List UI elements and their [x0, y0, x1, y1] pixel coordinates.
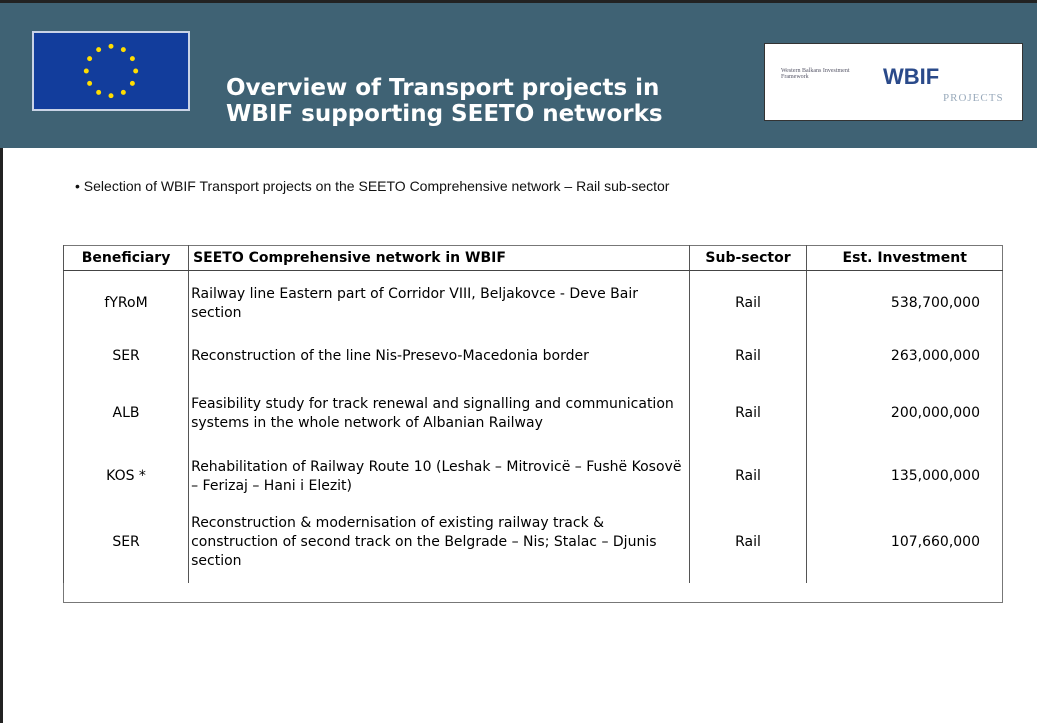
star: [120, 89, 126, 95]
table-row: SER Reconstruction of the line Nis-Presev…: [62, 336, 1003, 377]
table-row: SER Reconstruction & modernisation of exi…: [62, 502, 1003, 583]
bullet: • Selection of WBIF Transport projects o…: [75, 178, 670, 194]
logo-sub-text: PROJECTS: [943, 92, 1004, 104]
table-cell: SER: [62, 336, 189, 377]
logo-small-text: Western Balkans Investment Framework: [781, 68, 850, 80]
table-cell: Reconstruction & modernisation of existi…: [188, 502, 690, 583]
logo: Western Balkans Investment Framework WBI…: [764, 43, 1023, 121]
table-cell: Rehabilitation of Railway Route 10 (Lesh…: [188, 450, 690, 503]
star: [96, 47, 102, 53]
header: Overview of Transport projects in WBIF s…: [0, 0, 1037, 148]
table-cell: 200,000,000: [806, 376, 1003, 451]
table-cell: 135,000,000: [806, 450, 1003, 503]
star: [83, 68, 89, 74]
table-cell: Rail: [688, 270, 807, 337]
star: [108, 43, 114, 49]
star: [129, 56, 135, 62]
table-cell: Reconstruction of the line Nis-Presevo-M…: [188, 336, 690, 377]
table: Beneficiary SEETO Comprehensive network i…: [62, 245, 1003, 603]
eu-flag: [32, 31, 190, 111]
star: [87, 80, 93, 86]
table-cell: Rail: [688, 376, 807, 451]
table-row: ALB Feasibility study for track renewal a…: [62, 376, 1003, 451]
title: Overview of Transport projects in WBIF s…: [226, 75, 663, 127]
table-row: fYRoM Railway line Eastern part of Corrid…: [62, 270, 1003, 337]
star: [108, 93, 114, 99]
column-header: SEETO Comprehensive network in WBIF: [188, 245, 690, 271]
table-cell: fYRoM: [62, 270, 189, 337]
table-cell: 107,660,000: [806, 502, 1003, 583]
table-cell: Railway line Eastern part of Corridor VI…: [188, 270, 690, 337]
column-header: Est. Investment: [806, 245, 1003, 271]
table-cell: Rail: [688, 502, 807, 583]
star: [133, 68, 139, 74]
star: [96, 89, 102, 95]
table-cell: Rail: [688, 450, 807, 503]
column-header: Beneficiary: [62, 245, 189, 271]
star: [87, 56, 93, 62]
spacer-row: [64, 583, 1003, 603]
table-cell: Feasibility study for track renewal and …: [188, 376, 690, 451]
header-row: Beneficiary SEETO Comprehensive network i…: [62, 245, 1003, 271]
logo-main-text: WBIF: [883, 64, 940, 89]
bullet-text: Selection of WBIF Transport projects on …: [83, 178, 670, 194]
table-row: KOS * Rehabilitation of Railway Route 10 …: [62, 450, 1003, 503]
star: [120, 47, 126, 53]
table-cell: Rail: [688, 336, 807, 377]
column-header: Sub-sector: [688, 245, 807, 271]
left-border: [0, 148, 3, 723]
table-cell: KOS *: [62, 450, 189, 503]
star: [129, 80, 135, 86]
table-cell: 263,000,000: [806, 336, 1003, 377]
table-cell: 538,700,000: [806, 270, 1003, 337]
table-cell: SER: [62, 502, 189, 583]
table-cell: ALB: [62, 376, 189, 451]
